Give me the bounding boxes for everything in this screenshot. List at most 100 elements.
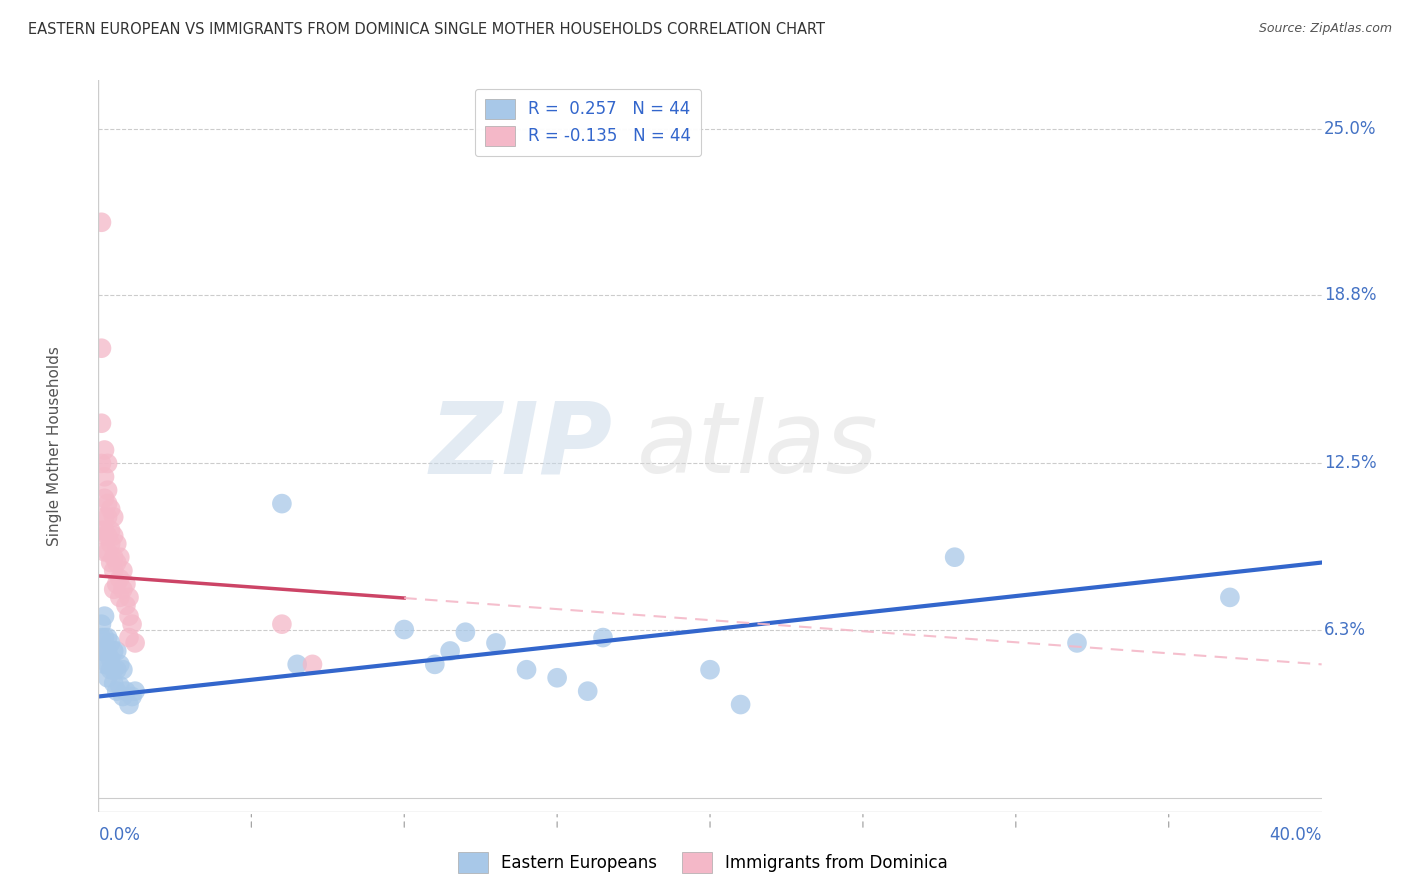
Point (124, 684, 146, 698)
Point (105, 537, 128, 551)
Point (103, 510, 125, 524)
Point (93, 644, 115, 658)
Point (1219, 591, 1241, 605)
Point (943, 550, 966, 565)
Point (100, 636, 122, 650)
Text: 40.0%: 40.0% (1270, 826, 1322, 845)
Point (93, 529, 115, 543)
Legend: R =  0.257   N = 44, R = -0.135   N = 44: R = 0.257 N = 44, R = -0.135 N = 44 (475, 88, 700, 156)
Point (103, 676, 125, 690)
Point (90, 631, 112, 645)
Point (103, 564, 125, 578)
Point (97, 483, 120, 498)
Point (285, 657, 308, 672)
Point (93, 510, 115, 524)
Point (97, 497, 120, 511)
Point (100, 502, 122, 516)
Point (439, 644, 461, 658)
Point (121, 617, 143, 632)
Point (100, 537, 122, 551)
Text: 6.3%: 6.3% (1324, 621, 1367, 639)
Point (592, 631, 614, 645)
Point (105, 644, 128, 658)
Point (93, 657, 115, 672)
Point (100, 524, 122, 538)
Point (118, 609, 141, 624)
Point (90, 416, 112, 430)
Point (103, 644, 125, 658)
Point (90, 644, 112, 658)
Point (105, 663, 128, 677)
Point (97, 510, 120, 524)
Text: Single Mother Households: Single Mother Households (46, 346, 62, 546)
Point (108, 550, 131, 565)
Point (100, 663, 122, 677)
Point (108, 572, 131, 586)
Point (118, 591, 141, 605)
Point (97, 545, 120, 559)
Point (97, 657, 120, 672)
Point (485, 636, 508, 650)
Text: 25.0%: 25.0% (1324, 120, 1376, 137)
Point (103, 663, 125, 677)
Point (93, 443, 115, 458)
Point (516, 663, 538, 677)
Point (90, 457, 112, 471)
Point (93, 491, 115, 506)
Point (115, 577, 138, 591)
Text: ZIP: ZIP (429, 398, 612, 494)
Point (93, 545, 115, 559)
Point (118, 698, 141, 712)
Point (270, 617, 292, 632)
Point (97, 671, 120, 685)
Point (118, 631, 141, 645)
Point (90, 215, 112, 229)
Point (115, 599, 138, 613)
Point (111, 690, 134, 704)
Point (90, 617, 112, 632)
Point (97, 631, 120, 645)
Text: atlas: atlas (637, 398, 879, 494)
Point (121, 690, 143, 704)
Point (423, 657, 446, 672)
Point (103, 550, 125, 565)
Point (97, 529, 120, 543)
Point (93, 631, 115, 645)
Text: EASTERN EUROPEAN VS IMMIGRANTS FROM DOMINICA SINGLE MOTHER HOUSEHOLDS CORRELATIO: EASTERN EUROPEAN VS IMMIGRANTS FROM DOMI… (28, 22, 825, 37)
Legend: Eastern Europeans, Immigrants from Dominica: Eastern Europeans, Immigrants from Domin… (451, 846, 955, 880)
Point (546, 671, 568, 685)
Point (699, 663, 721, 677)
Point (301, 657, 323, 672)
Text: 12.5%: 12.5% (1324, 454, 1376, 473)
Point (108, 679, 131, 693)
Point (93, 524, 115, 538)
Point (90, 341, 112, 355)
Point (100, 556, 122, 570)
Point (97, 457, 120, 471)
Point (454, 625, 477, 640)
Point (108, 591, 131, 605)
Point (111, 663, 134, 677)
Text: 0.0%: 0.0% (98, 826, 141, 845)
Point (97, 644, 120, 658)
Text: Source: ZipAtlas.com: Source: ZipAtlas.com (1258, 22, 1392, 36)
Point (105, 684, 128, 698)
Point (270, 497, 292, 511)
Point (105, 577, 128, 591)
Point (103, 582, 125, 597)
Point (108, 657, 131, 672)
Point (124, 636, 146, 650)
Point (111, 582, 134, 597)
Point (93, 470, 115, 484)
Point (111, 564, 134, 578)
Text: 18.8%: 18.8% (1324, 285, 1376, 303)
Point (576, 684, 599, 698)
Point (100, 652, 122, 666)
Point (93, 609, 115, 624)
Point (103, 529, 125, 543)
Point (392, 623, 416, 637)
Point (90, 524, 112, 538)
Point (115, 684, 138, 698)
Point (1066, 636, 1088, 650)
Point (105, 556, 128, 570)
